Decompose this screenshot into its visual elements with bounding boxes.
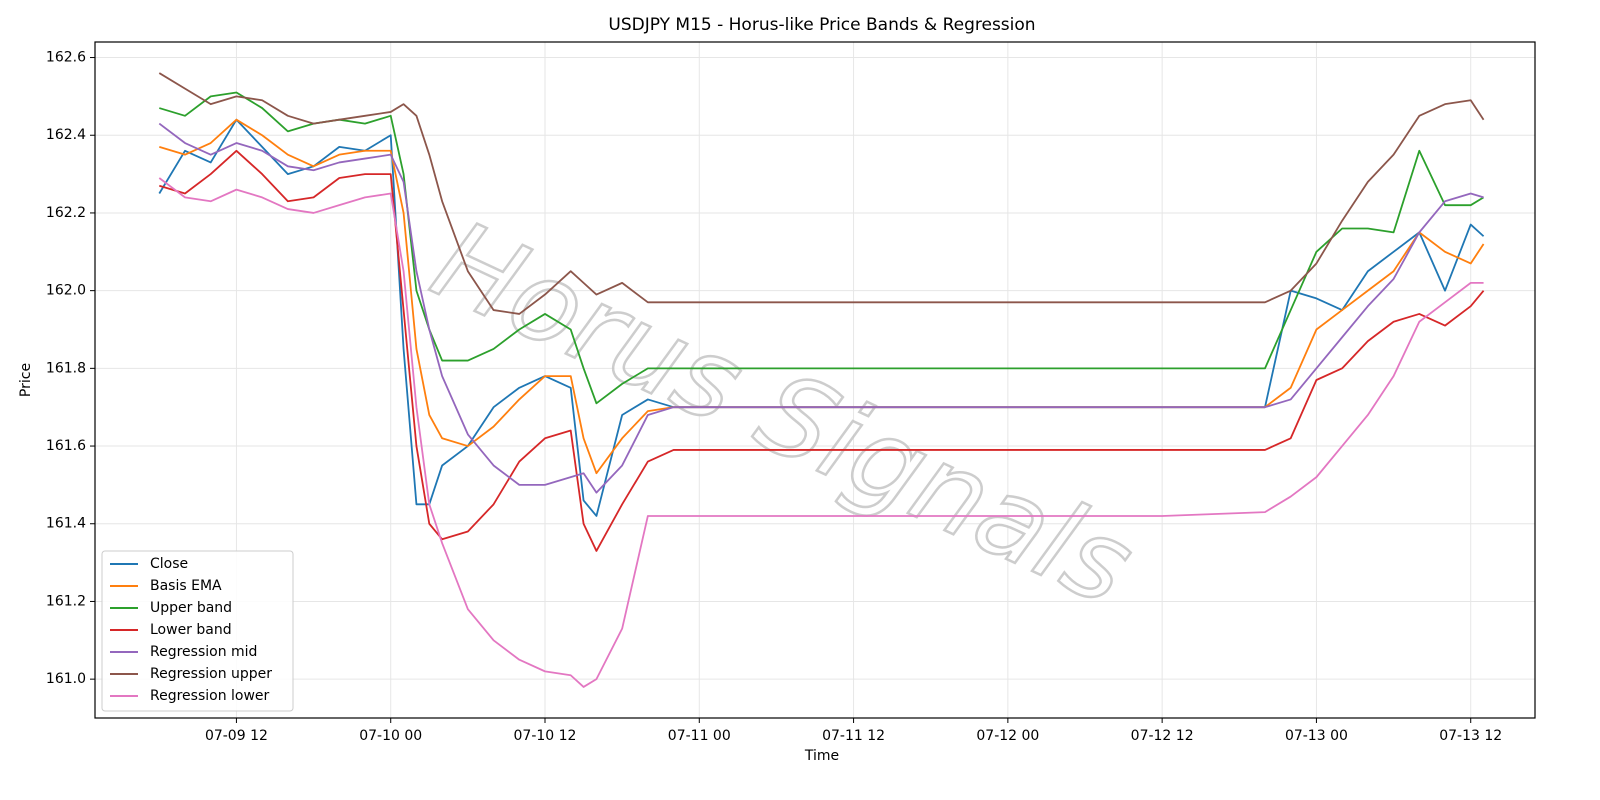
y-tick-label: 162.6 [46,50,86,66]
legend-label: Regression upper [150,666,272,682]
x-tick-label: 07-13 00 [1285,728,1348,744]
x-tick-label: 07-10 00 [359,728,422,744]
x-tick-label: 07-12 00 [976,728,1039,744]
y-tick-label: 161.4 [46,516,86,532]
chart-title: USDJPY M15 - Horus-like Price Bands & Re… [608,15,1035,35]
series-line [158,122,1484,494]
x-tick-label: 07-12 12 [1131,728,1194,744]
series-line [158,72,1485,315]
plot-frame [94,41,1536,719]
y-tick-label: 162.0 [46,283,86,299]
x-tick-label: 07-09 12 [205,728,268,744]
y-tick-label: 162.4 [46,127,86,143]
series-line [158,177,1484,688]
x-tick-label: 07-13 12 [1439,728,1502,744]
legend-box [101,550,294,712]
legend-label: Lower band [150,622,232,638]
legend-label: Close [150,556,188,572]
legend-label: Regression lower [150,688,270,704]
series-line [159,118,1485,475]
x-tick-label: 07-11 12 [822,728,885,744]
x-axis-label: Time [804,748,839,764]
y-axis-label: Price [18,363,34,397]
x-tick-label: 07-10 12 [514,728,577,744]
y-tick-label: 161.0 [46,671,86,687]
y-tick-label: 161.2 [46,593,86,609]
series-line [159,149,1485,552]
series-line [158,118,1485,517]
legend: Close Basis EMA Upper band Lower band Regres… [101,550,294,712]
y-tick-label: 161.6 [46,438,86,454]
x-tick-label: 07-11 00 [668,728,731,744]
y-tick-label: 162.2 [46,205,86,221]
series-line [159,91,1485,405]
legend-label: Basis EMA [150,578,222,594]
watermark: Horus Signals [415,196,1151,630]
legend-label: Upper band [150,600,232,616]
y-tick-label: 161.8 [46,360,86,376]
legend-label: Regression mid [150,644,257,660]
